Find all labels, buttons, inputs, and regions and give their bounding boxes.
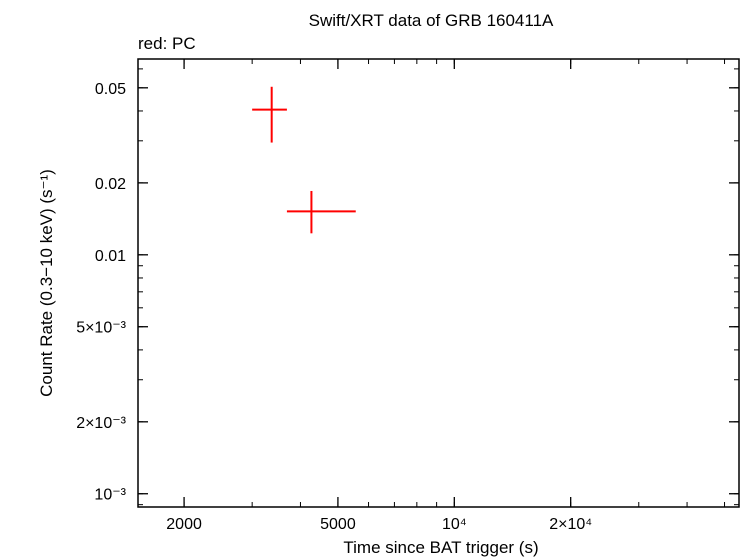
y-tick-label: 0.01 [95, 248, 126, 265]
plot-frame [137, 58, 740, 508]
y-tick-label: 0.05 [95, 81, 126, 98]
chart-title: Swift/XRT data of GRB 160411A [309, 11, 554, 30]
data-points [252, 86, 356, 234]
data-point [286, 190, 356, 234]
x-axis: 2000 5000 10⁴ 2×10⁴ [166, 59, 592, 533]
minor-ticks [138, 59, 739, 507]
y-tick-label: 10⁻³ [94, 487, 126, 504]
x-tick-label: 2000 [166, 516, 202, 533]
chart-subtitle: red: PC [138, 34, 196, 53]
data-point [252, 86, 287, 143]
y-tick-label: 0.02 [95, 176, 126, 193]
x-tick-label: 2×10⁴ [549, 516, 592, 533]
y-tick-label: 2×10⁻³ [76, 415, 126, 432]
x-tick-label: 5000 [320, 516, 356, 533]
x-axis-label: Time since BAT trigger (s) [343, 538, 538, 557]
y-axis-label: Count Rate (0.3−10 keV) (s⁻¹) [37, 169, 56, 397]
y-axis: 0.05 0.02 0.01 5×10⁻³ 2×10⁻³ 10⁻³ [76, 81, 739, 504]
x-tick-label: 10⁴ [442, 516, 467, 533]
y-tick-label: 5×10⁻³ [76, 320, 126, 337]
